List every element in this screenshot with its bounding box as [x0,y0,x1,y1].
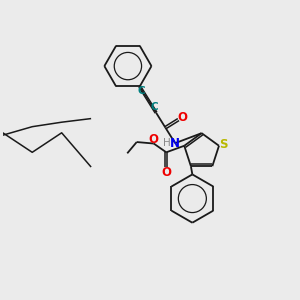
Text: O: O [177,111,187,124]
Text: N: N [170,137,180,150]
Text: C: C [151,102,158,112]
Text: O: O [161,166,171,178]
Text: C: C [138,86,146,97]
Text: S: S [219,138,228,151]
Text: O: O [149,133,159,146]
Text: H: H [163,138,171,148]
